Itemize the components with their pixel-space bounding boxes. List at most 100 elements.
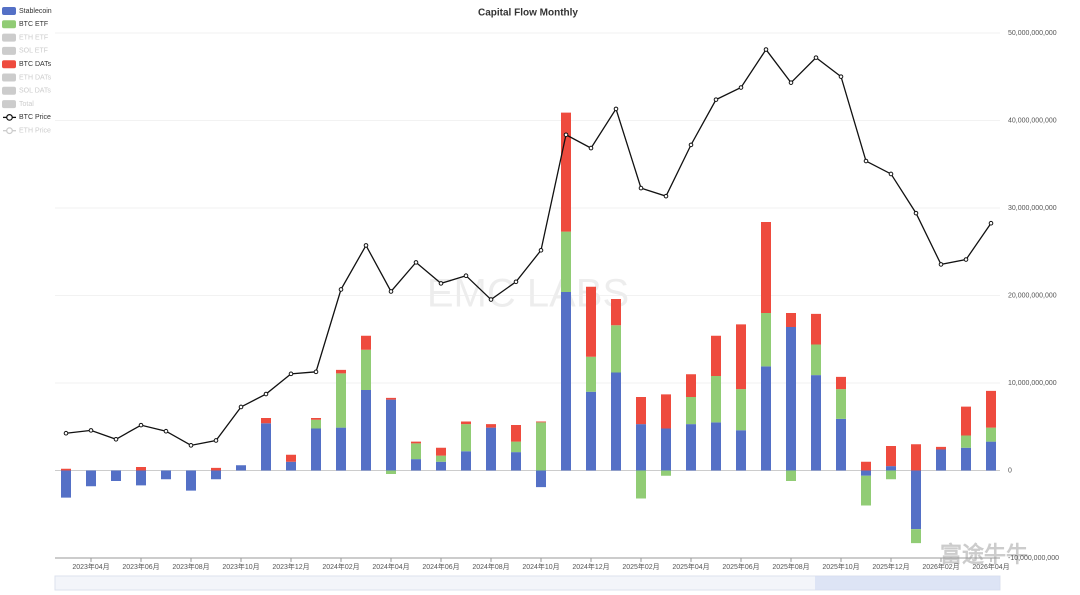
price-point [238,404,244,410]
bar [436,455,446,462]
price-point [338,287,344,292]
x-tick-label: 2025年02月 [622,562,659,571]
price-point [938,262,944,267]
price-point [963,257,969,262]
x-tick-label: 2023年04月 [72,562,109,571]
price-line [65,48,992,447]
bar [636,397,646,425]
price-point [513,279,519,285]
price-point [613,106,619,112]
bar [736,430,746,471]
bar [161,470,171,480]
bar [486,424,496,428]
price-point [988,220,994,226]
legend-icon [2,86,16,95]
legend-label: ETH DATs [19,74,52,81]
legend-icon [2,46,16,55]
legend-item[interactable]: ETH DATs [2,73,52,82]
legend-icon [2,100,16,109]
price-point [288,371,294,377]
price-point [638,185,644,191]
legend-item[interactable]: Total [2,100,34,109]
bar [311,418,321,420]
legend-item[interactable]: BTC ETF [2,20,48,29]
bar [561,112,571,232]
bar [611,325,621,373]
legend-item[interactable]: BTC Price [3,113,51,121]
bar [236,465,246,471]
bar [686,397,696,425]
price-point [563,132,569,138]
bar [611,299,621,326]
bar [461,451,471,471]
bar [886,446,896,467]
legend-label: BTC ETF [19,21,48,28]
x-tick-label: 2026年04月 [972,562,1009,571]
price-point [413,260,419,265]
legend-label: BTC Price [19,114,51,121]
bar [86,470,96,487]
bar [361,335,371,350]
bar [961,447,971,471]
bar [711,422,721,471]
bar [836,389,846,419]
legend-item[interactable]: Stablecoin [2,7,52,15]
y-tick-label: 50,000,000,000 [1008,30,1057,37]
price-point [438,281,444,286]
bar [636,424,646,471]
bar [336,369,346,374]
legend-item[interactable]: ETH ETF [2,33,48,42]
bar [761,366,771,471]
x-tick-label: 2023年08月 [172,562,209,571]
legend-label: BTC DATs [19,61,52,68]
y-tick-label: 20,000,000,000 [1008,292,1057,299]
bar [586,391,596,471]
bar [836,418,846,471]
bar [736,389,746,431]
price-point [838,74,844,79]
bar [911,444,921,471]
bar [461,424,471,452]
legend-item[interactable]: SOL ETF [2,46,48,55]
bar [811,313,821,345]
bar [636,470,646,499]
price-point [138,422,144,428]
price-point [888,171,894,177]
price-point [863,158,869,164]
bar [561,292,571,471]
bar [336,373,346,428]
y-tick-label: -10,000,000,000 [1008,555,1059,562]
bar [686,374,696,397]
legend-icon [6,127,13,135]
bar [286,454,296,462]
bar [536,421,546,423]
bar [661,470,671,476]
y-tick-label: 10,000,000,000 [1008,380,1057,387]
bar [411,459,421,471]
bar [786,327,796,471]
bar [511,452,521,471]
bar [386,470,396,474]
bar [436,447,446,456]
legend-icon [2,60,16,69]
price-point [163,428,169,434]
x-tick-label: 2024年06月 [422,562,459,571]
bar [211,467,221,471]
legend-item[interactable]: BTC DATs [2,60,52,69]
x-tick-label: 2025年10月 [822,562,859,571]
bar [586,286,596,357]
bar [361,390,371,471]
price-point [763,47,769,52]
legend-item[interactable]: SOL DATs [2,86,51,95]
bar [586,356,596,392]
legend-item[interactable]: ETH Price [3,127,51,135]
zoom-window[interactable] [815,576,1000,590]
bar [961,435,971,448]
bar [886,470,896,480]
bar [261,423,271,471]
bar [511,425,521,442]
data-zoom[interactable] [54,575,1001,591]
price-point [263,391,269,397]
y-tick-label: 0 [1008,467,1012,474]
